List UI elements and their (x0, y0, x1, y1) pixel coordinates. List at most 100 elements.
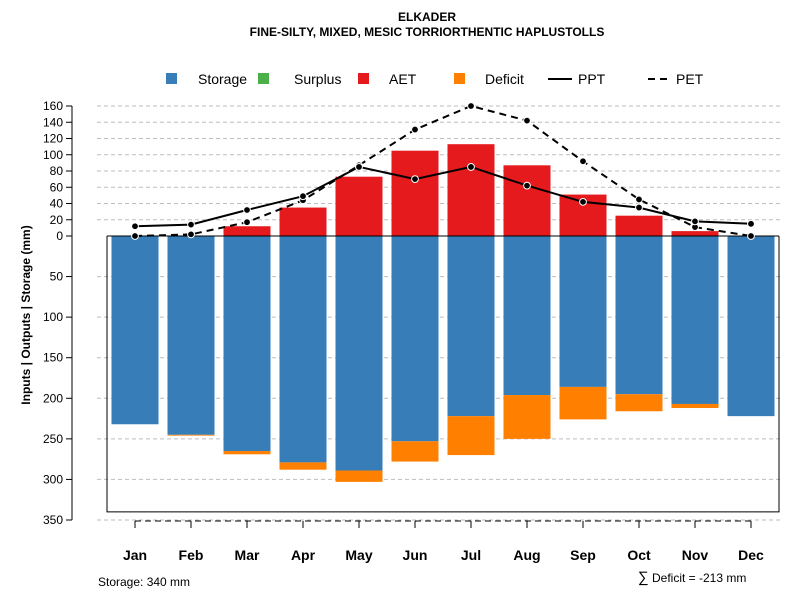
series-lines (131, 102, 755, 240)
y-tick-label: 80 (50, 164, 64, 178)
y-tick-label: 160 (43, 99, 63, 113)
ppt-point-mar (243, 206, 251, 214)
deficit-bar-may (335, 470, 383, 482)
storage-bar-oct (615, 236, 663, 395)
ppt-point-jul (467, 163, 475, 171)
pet-point-oct (635, 195, 643, 204)
x-tick-label-jan: Jan (123, 547, 147, 563)
pet-point-jan (131, 232, 139, 240)
x-axis: Jan Feb Mar Apr May Jun Jul Aug Sep Oct Nov Dec (123, 520, 764, 563)
legend: Storage Surplus AET Deficit PPT PET (166, 71, 704, 87)
storage-bar-jun (391, 236, 439, 442)
deficit-bar-feb (167, 434, 215, 436)
chart-subtitle: FINE-SILTY, MIXED, MESIC TORRIORTHENTIC … (250, 25, 605, 39)
legend-swatch-aet (358, 73, 369, 84)
storage-bar-nov (671, 236, 719, 404)
y-tick-label: 140 (43, 115, 63, 129)
chart-title: ELKADER (398, 10, 456, 24)
y-tick-label: 50 (50, 270, 64, 284)
aet-bar-jul (447, 144, 495, 236)
storage-footnote: Storage: 340 mm (98, 575, 190, 589)
deficit-bar-jun (391, 441, 439, 462)
y-tick-label: 300 (43, 472, 63, 486)
x-tick-label-nov: Nov (682, 547, 709, 563)
aet-bar-oct (615, 215, 663, 236)
y-axis-label: Inputs | Outputs | Storage (mm) (19, 225, 33, 404)
x-tick-label-dec: Dec (738, 547, 764, 563)
storage-bar-sep (559, 236, 607, 387)
plot-frame (106, 235, 780, 513)
pet-point-jul (467, 102, 475, 110)
storage-bar-jul (447, 236, 495, 417)
ppt-point-feb (187, 220, 195, 229)
aet-bar-nov (671, 231, 719, 236)
x-tick-label-jul: Jul (461, 547, 481, 563)
pet-point-dec (747, 232, 755, 240)
y-tick-label: 40 (50, 197, 64, 211)
ppt-point-may (355, 163, 363, 171)
y-tick-label: 60 (50, 180, 64, 194)
storage-bar-mar (223, 236, 271, 452)
ppt-point-oct (635, 203, 643, 212)
x-tick-label-apr: Apr (291, 547, 316, 563)
y-tick-label: 350 (43, 513, 63, 527)
pet-line (134, 104, 752, 237)
ppt-point-jun (411, 175, 419, 184)
legend-swatch-deficit (454, 73, 465, 84)
x-tick-label-sep: Sep (570, 547, 596, 563)
ppt-point-nov (691, 217, 699, 226)
y-tick-label: 100 (43, 148, 63, 162)
pet-point-jun (411, 125, 419, 134)
deficit-bar-jul (447, 416, 495, 456)
deficit-bar-nov (671, 403, 719, 409)
deficit-bar-apr (279, 462, 327, 470)
y-tick-label: 200 (43, 391, 63, 405)
legend-label-aet: AET (389, 71, 417, 87)
ppt-point-sep (579, 197, 587, 206)
sum-symbol: ∑ (638, 569, 649, 586)
ppt-point-apr (299, 192, 307, 201)
pet-point-aug (523, 116, 531, 125)
legend-label-deficit: Deficit (485, 71, 524, 87)
y-tick-label: 150 (43, 351, 63, 365)
x-tick-label-feb: Feb (179, 547, 204, 563)
x-tick-label-mar: Mar (235, 547, 260, 563)
x-tick-label-may: May (345, 547, 372, 563)
storage-bar-feb (167, 236, 215, 435)
x-tick-label-oct: Oct (627, 547, 651, 563)
aet-bar-jun (391, 150, 439, 236)
y-tick-label: 250 (43, 432, 63, 446)
deficit-bar-oct (615, 394, 663, 412)
deficit-bar-mar (223, 451, 271, 455)
legend-label-surplus: Surplus (294, 71, 341, 87)
aet-bar-mar (223, 226, 271, 236)
pet-point-feb (187, 230, 195, 239)
legend-label-pet: PET (676, 71, 704, 87)
legend-swatch-surplus (258, 73, 269, 84)
storage-bar-jan (111, 236, 159, 425)
storage-bar-apr (279, 236, 327, 463)
pet-point-mar (243, 218, 251, 227)
deficit-bar-sep (559, 386, 607, 420)
deficit-bar-aug (503, 395, 551, 439)
aet-bar-apr (279, 207, 327, 236)
y-tick-label: 120 (43, 132, 63, 146)
deficit-footnote: Deficit = -213 mm (652, 571, 746, 585)
storage-capacity-box (106, 236, 780, 513)
x-tick-label-jun: Jun (403, 547, 428, 563)
storage-bar-may (335, 236, 383, 471)
aet-bar-may (335, 176, 383, 236)
legend-label-storage: Storage (198, 71, 247, 87)
ppt-line (134, 165, 752, 228)
x-tick-label-aug: Aug (513, 547, 540, 563)
storage-bar-dec (727, 236, 775, 417)
y-tick-label: 0 (56, 229, 63, 243)
legend-label-ppt: PPT (578, 71, 606, 87)
y-tick-label: 100 (43, 310, 63, 324)
y-axis: 0 20 40 60 80 100 120 140 160 50 100 150 200 250 300 35… (43, 99, 73, 527)
ppt-point-jan (131, 222, 139, 231)
bars (111, 144, 775, 482)
ppt-point-dec (747, 219, 755, 228)
ppt-point-aug (523, 181, 531, 190)
